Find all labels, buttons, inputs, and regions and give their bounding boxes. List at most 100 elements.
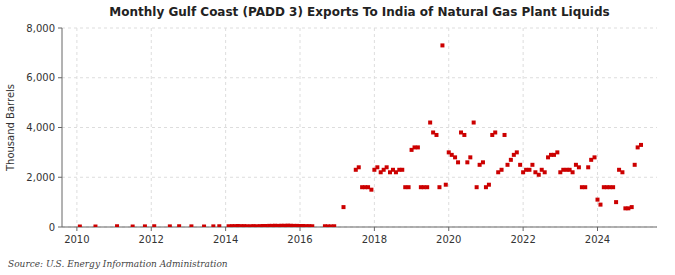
point <box>143 224 147 227</box>
x-tick <box>76 227 77 231</box>
x-tick <box>374 227 375 231</box>
y-axis-label: Thousand Barrels <box>5 84 16 172</box>
y-tick <box>58 227 62 228</box>
point <box>639 143 643 147</box>
point <box>586 165 590 169</box>
point <box>152 224 156 227</box>
point <box>400 168 404 172</box>
axes: 02,0004,0006,0008,0002010201220142016201… <box>26 23 657 246</box>
point <box>472 121 476 125</box>
point <box>168 224 172 227</box>
point <box>593 155 597 159</box>
point <box>428 121 432 125</box>
x-grid-line <box>300 28 301 227</box>
x-grid-line <box>374 28 375 227</box>
x-grid-line <box>151 28 152 227</box>
point <box>211 224 215 227</box>
chart-title: Monthly Gulf Coast (PADD 3) Exports To I… <box>109 5 609 19</box>
point <box>503 133 507 137</box>
point <box>487 183 491 187</box>
y-tick <box>58 28 62 29</box>
y-tick-label: 6,000 <box>26 72 55 83</box>
x-tick-label: 2024 <box>585 234 610 245</box>
x-tick <box>597 227 598 231</box>
y-tick <box>58 127 62 128</box>
y-grid-line <box>62 177 657 178</box>
point <box>440 43 444 47</box>
x-tick <box>151 227 152 231</box>
background <box>0 0 675 275</box>
y-tick <box>58 77 62 78</box>
point <box>481 160 485 164</box>
point <box>537 173 541 177</box>
point <box>425 185 429 189</box>
point <box>475 185 479 189</box>
point <box>465 160 469 164</box>
point <box>530 163 534 167</box>
point <box>462 133 466 137</box>
point <box>611 185 615 189</box>
point <box>506 163 510 167</box>
y-tick-label: 8,000 <box>26 23 55 34</box>
point <box>527 168 531 172</box>
point <box>453 155 457 159</box>
y-tick <box>58 177 62 178</box>
x-tick-label: 2014 <box>213 234 238 245</box>
point <box>630 205 634 209</box>
point <box>633 163 637 167</box>
x-grid-line <box>448 28 449 227</box>
x-tick-label: 2012 <box>139 234 164 245</box>
point <box>434 133 438 137</box>
point <box>596 198 600 202</box>
point <box>437 185 441 189</box>
points <box>78 43 643 227</box>
point <box>515 150 519 154</box>
point <box>131 225 135 227</box>
chart-svg: 02,0004,0006,0008,0002010201220142016201… <box>0 0 675 275</box>
point <box>407 185 411 189</box>
point <box>500 168 504 172</box>
x-grid-line <box>225 28 226 227</box>
point <box>555 150 559 154</box>
x-grid-line <box>523 28 524 227</box>
point <box>177 224 181 227</box>
point <box>493 130 497 134</box>
point <box>456 160 460 164</box>
x-tick-label: 2022 <box>510 234 535 245</box>
point <box>310 224 314 227</box>
source-note: Source: U.S. Energy Information Administ… <box>8 259 228 269</box>
point <box>518 163 522 167</box>
x-tick-label: 2020 <box>436 234 461 245</box>
x-tick <box>448 227 449 231</box>
x-tick-label: 2016 <box>287 234 312 245</box>
point <box>369 188 373 192</box>
point <box>357 165 361 169</box>
point <box>385 165 389 169</box>
y-tick-label: 0 <box>49 222 55 233</box>
point <box>115 224 119 227</box>
x-tick <box>225 227 226 231</box>
x-tick <box>523 227 524 231</box>
point <box>189 224 193 227</box>
point <box>375 165 379 169</box>
x-grid-line <box>76 28 77 227</box>
x-grid-line <box>597 28 598 227</box>
point <box>620 170 624 174</box>
y-tick-label: 2,000 <box>26 172 55 183</box>
point <box>217 224 221 227</box>
point <box>543 170 547 174</box>
x-tick <box>300 227 301 231</box>
point <box>444 183 448 187</box>
point <box>78 225 82 227</box>
point <box>416 145 420 149</box>
point <box>468 155 472 159</box>
point <box>202 225 206 227</box>
point <box>509 158 513 162</box>
x-tick-label: 2010 <box>64 234 89 245</box>
point <box>614 200 618 204</box>
point <box>332 224 336 227</box>
point <box>577 165 581 169</box>
point <box>583 185 587 189</box>
y-grid-line <box>62 127 657 128</box>
y-tick-label: 4,000 <box>26 122 55 133</box>
